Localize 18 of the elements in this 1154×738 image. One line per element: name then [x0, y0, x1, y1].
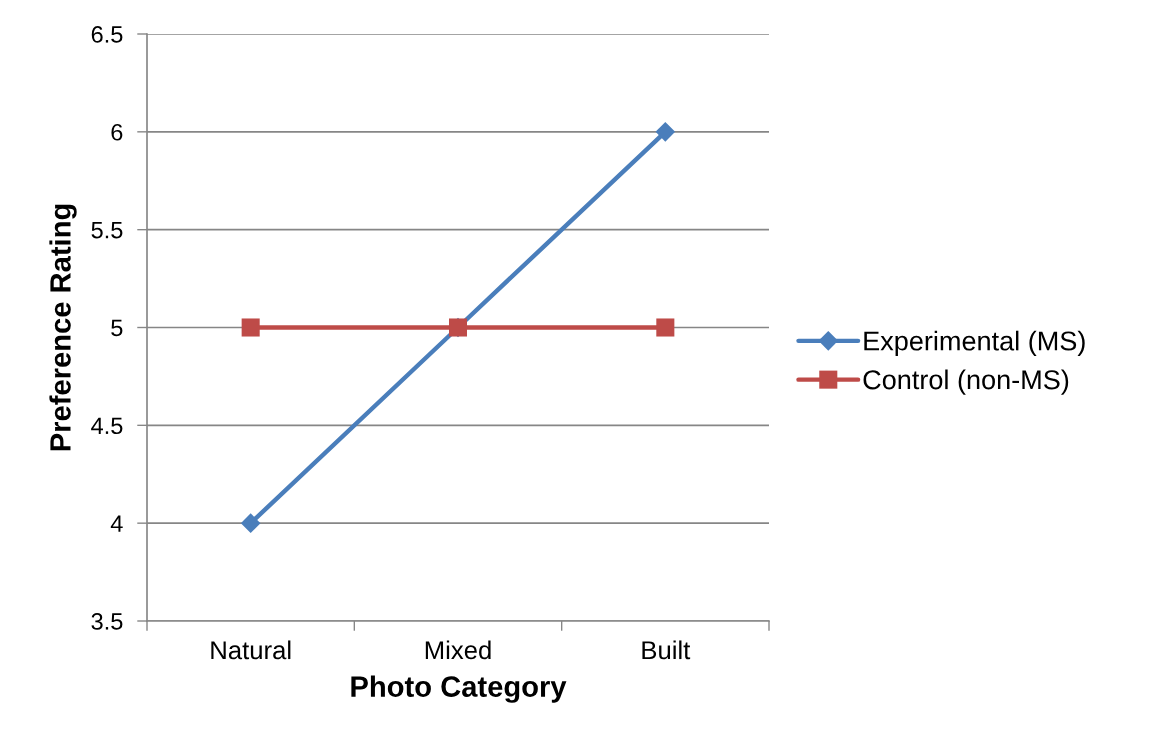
legend-label: Control (non-MS)	[863, 369, 1069, 395]
x-tick-label: Natural	[211, 640, 291, 660]
y-tick-label: 3.5	[91, 613, 123, 630]
y-axis-title: Preference Rating	[49, 204, 77, 451]
legend-label: Experimental (MS)	[864, 330, 1085, 356]
y-tick-label: 4	[110, 515, 123, 532]
point	[655, 122, 676, 142]
x-axis-title: Photo Category	[351, 675, 567, 703]
x-tick-label: Mixed	[425, 640, 491, 660]
y-tick-label: 4.5	[91, 417, 123, 435]
y-tick-label: 5.5	[91, 221, 123, 239]
y-tick-label: 5	[111, 319, 123, 337]
x-tick-label: Built	[642, 640, 691, 660]
point	[240, 513, 261, 533]
point	[656, 318, 675, 337]
y-tick-label: 6.5	[91, 26, 123, 43]
y-tick-label: 6	[111, 123, 123, 141]
point	[241, 318, 260, 337]
